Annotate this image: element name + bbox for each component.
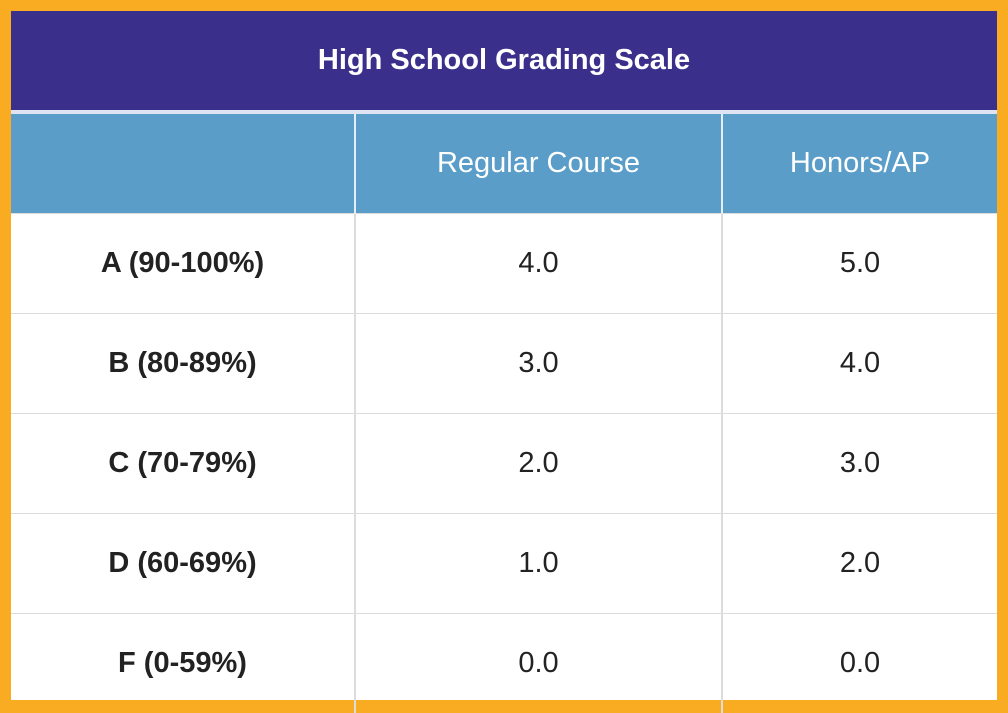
table-row: C (70-79%) 2.0 3.0 xyxy=(11,414,997,514)
table-row: B (80-89%) 3.0 4.0 xyxy=(11,314,997,414)
regular-cell: 1.0 xyxy=(355,514,722,614)
grading-scale-table: High School Grading Scale Regular Course… xyxy=(11,11,997,713)
grade-cell: C (70-79%) xyxy=(11,414,355,514)
honors-cell: 5.0 xyxy=(722,214,997,314)
table-row: D (60-69%) 1.0 2.0 xyxy=(11,514,997,614)
grade-cell: D (60-69%) xyxy=(11,514,355,614)
grade-cell: B (80-89%) xyxy=(11,314,355,414)
honors-cell: 4.0 xyxy=(722,314,997,414)
column-header-row: Regular Course Honors/AP xyxy=(11,112,997,214)
column-header-grade xyxy=(11,112,355,214)
column-header-honors: Honors/AP xyxy=(722,112,997,214)
table-row: F (0-59%) 0.0 0.0 xyxy=(11,614,997,713)
grade-cell: F (0-59%) xyxy=(11,614,355,713)
regular-cell: 2.0 xyxy=(355,414,722,514)
honors-cell: 2.0 xyxy=(722,514,997,614)
table-title: High School Grading Scale xyxy=(11,11,997,112)
table-row: A (90-100%) 4.0 5.0 xyxy=(11,214,997,314)
honors-cell: 0.0 xyxy=(722,614,997,713)
grading-scale-table-container: High School Grading Scale Regular Course… xyxy=(11,11,997,700)
regular-cell: 0.0 xyxy=(355,614,722,713)
regular-cell: 3.0 xyxy=(355,314,722,414)
honors-cell: 3.0 xyxy=(722,414,997,514)
grade-cell: A (90-100%) xyxy=(11,214,355,314)
regular-cell: 4.0 xyxy=(355,214,722,314)
column-header-regular: Regular Course xyxy=(355,112,722,214)
